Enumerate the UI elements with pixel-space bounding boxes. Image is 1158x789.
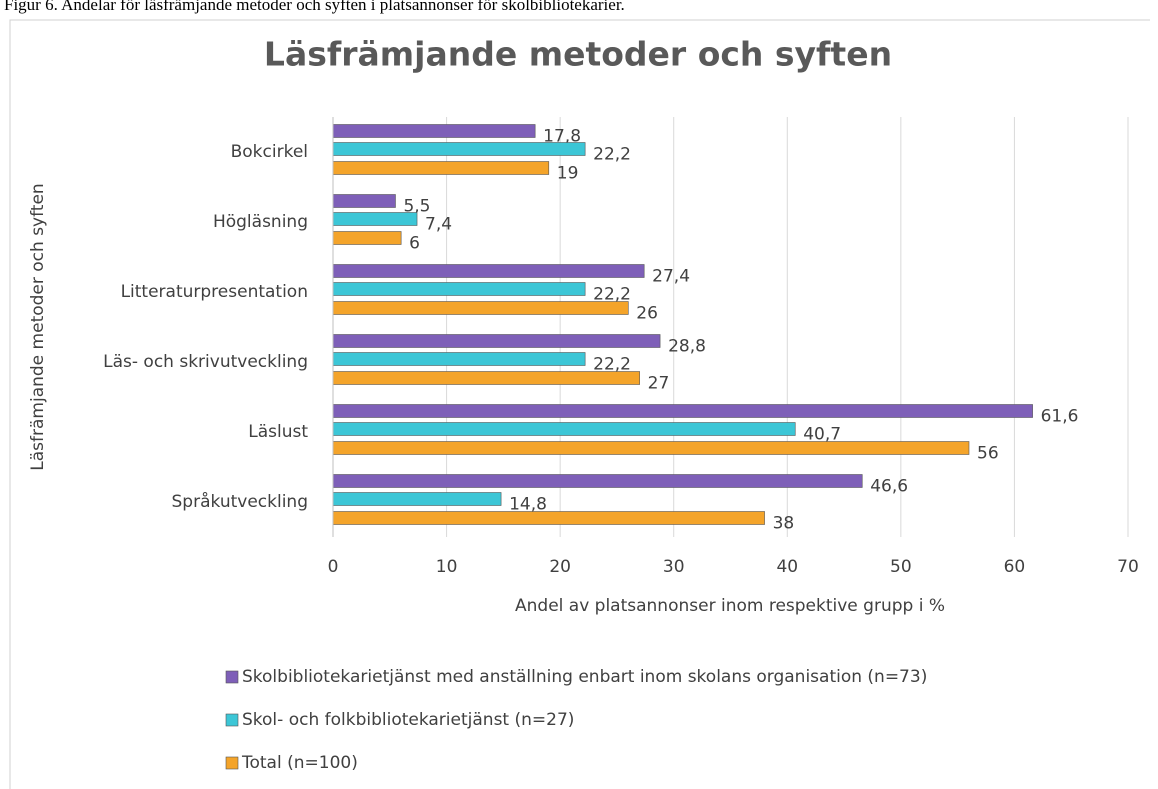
bar [332, 142, 586, 156]
legend-swatch [225, 670, 239, 684]
value-label: 22,2 [593, 145, 631, 165]
bar [332, 371, 640, 385]
value-label: 28,8 [668, 337, 706, 357]
bar [332, 511, 765, 525]
value-label: 27,4 [652, 267, 690, 287]
chart-frame [9, 19, 1150, 789]
value-label: 5,5 [403, 197, 430, 217]
x-tick-label: 60 [1004, 557, 1026, 577]
bar [332, 334, 661, 348]
legend-label: Skolbibliotekarietjänst med anställning … [242, 667, 927, 687]
y-tick-label: Bokcirkel [231, 142, 308, 162]
x-tick-label: 0 [328, 557, 339, 577]
y-axis-label: Läsfrämjande metoder och syften [28, 183, 48, 470]
bar [332, 212, 418, 226]
value-label: 17,8 [543, 127, 581, 147]
x-axis-label: Andel av platsannonser inom respektive g… [515, 596, 945, 616]
x-tick-label: 70 [1117, 557, 1139, 577]
chart-title: Läsfrämjande metoder och syften [264, 35, 892, 74]
bar [332, 161, 550, 175]
value-label: 40,7 [803, 425, 841, 445]
bar [332, 404, 1033, 418]
x-tick-label: 30 [663, 557, 685, 577]
caption: Figur 6. Andelar för läsfrämjande metode… [4, 0, 625, 14]
y-tick-label: Litteraturpresentation [121, 282, 308, 302]
bar [332, 441, 970, 455]
bar [332, 301, 629, 315]
legend-label: Total (n=100) [241, 753, 358, 773]
bar [332, 124, 536, 138]
value-label: 61,6 [1041, 407, 1079, 427]
value-label: 27 [648, 374, 670, 394]
x-tick-label: 10 [436, 557, 458, 577]
legend-label: Skol- och folkbibliotekarietjänst (n=27) [242, 710, 574, 730]
value-label: 14,8 [509, 495, 547, 515]
value-label: 46,6 [870, 477, 908, 497]
bar [332, 282, 586, 296]
legend-swatch [225, 756, 239, 770]
x-tick-label: 40 [776, 557, 798, 577]
bar [332, 231, 402, 245]
value-label: 26 [636, 304, 658, 324]
value-label: 22,2 [593, 355, 631, 375]
value-label: 38 [773, 514, 795, 534]
bar [332, 352, 586, 366]
value-label: 19 [557, 164, 579, 184]
bar [332, 264, 645, 278]
bar [332, 194, 396, 208]
value-label: 22,2 [593, 285, 631, 305]
y-tick-label: Språkutveckling [172, 491, 308, 512]
y-tick-label: Läslust [248, 422, 308, 442]
value-label: 6 [409, 234, 420, 254]
bar [332, 492, 502, 506]
x-tick-label: 20 [549, 557, 571, 577]
legend-swatch [225, 713, 239, 727]
bar [332, 474, 863, 488]
y-tick-label: Högläsning [213, 212, 308, 232]
value-label: 7,4 [425, 215, 452, 235]
value-label: 56 [977, 444, 999, 464]
bar [332, 422, 796, 436]
x-tick-label: 50 [890, 557, 912, 577]
y-tick-label: Läs- och skrivutveckling [103, 352, 308, 372]
